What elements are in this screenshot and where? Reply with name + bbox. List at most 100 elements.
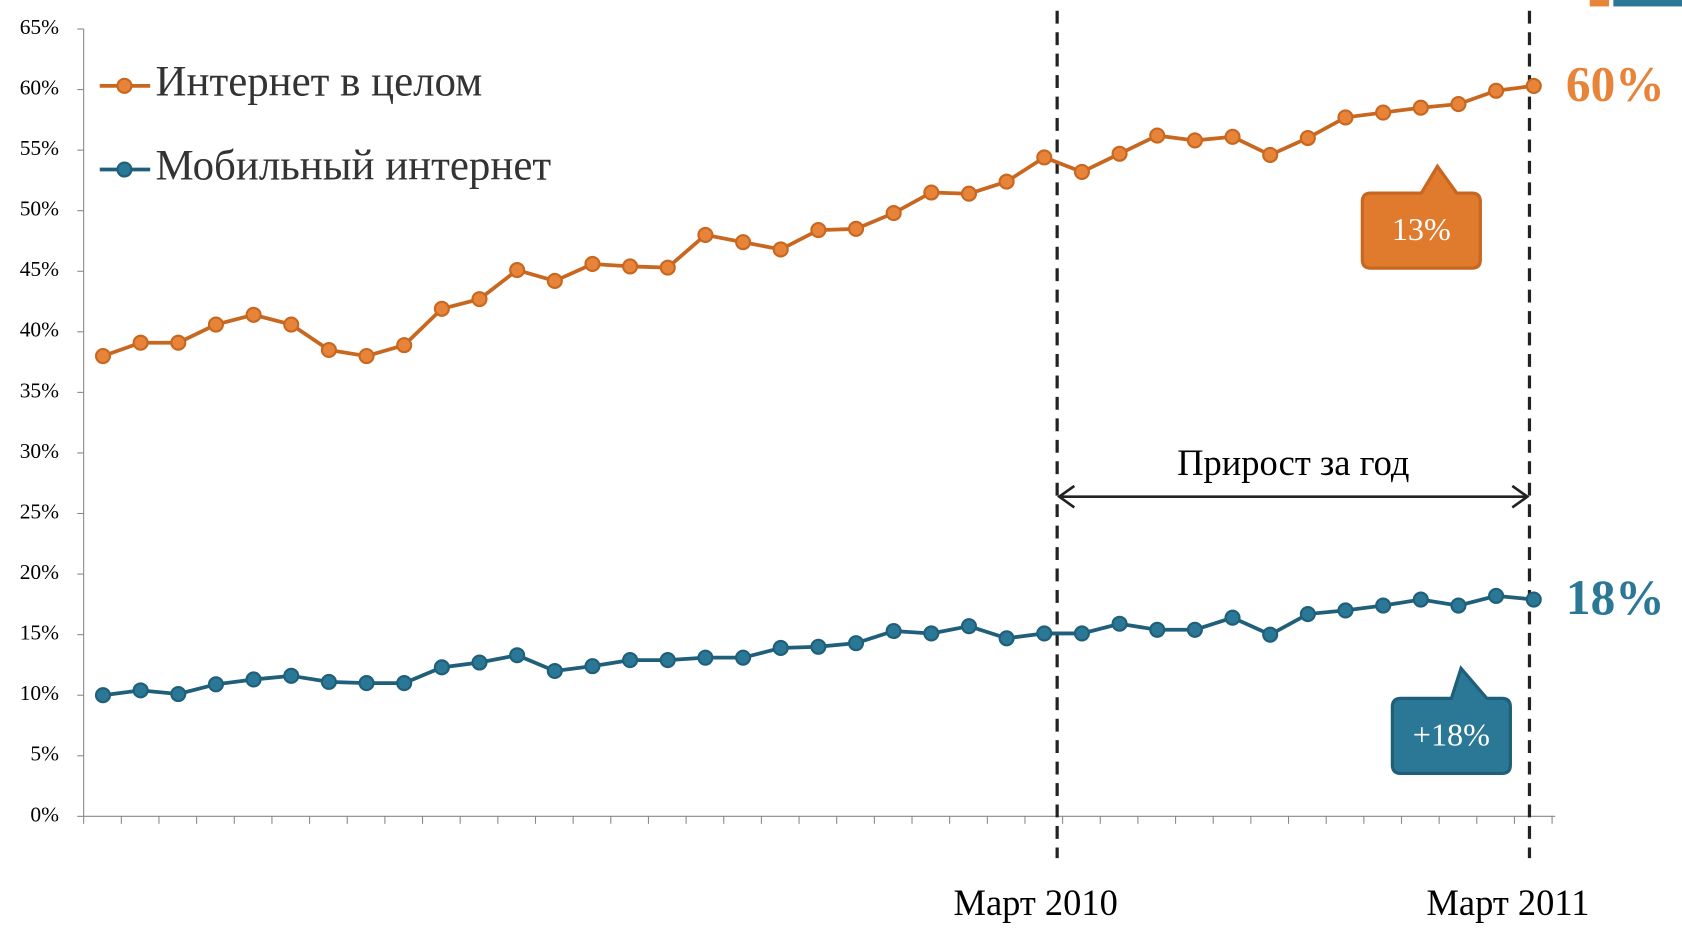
point [1375,597,1392,614]
y-tick-label: 45% [20,257,59,281]
point [1450,96,1467,113]
arrow-head [1511,484,1530,509]
legend-marker [116,161,133,178]
point [1488,587,1505,604]
point [697,226,714,243]
point [245,671,262,688]
point [810,638,827,655]
x-tick-label: Март 2011 [1426,883,1589,923]
point [998,630,1015,647]
point [1149,127,1166,144]
point [320,673,337,690]
point [509,261,526,279]
point [433,659,450,676]
point [320,341,337,359]
point [923,625,940,642]
point [471,291,488,308]
callout-box [1360,163,1482,270]
point [584,255,601,273]
y-tick-label: 10% [20,681,59,705]
legend-marker [116,77,133,94]
callout-label: +18% [1413,716,1490,752]
point [1525,77,1542,94]
point [1299,606,1316,623]
point [622,258,639,275]
point [94,687,112,704]
point [772,639,789,657]
point [1450,597,1467,614]
y-tick-label: 0% [30,802,59,826]
point [885,205,902,222]
y-tick-label: 60% [20,75,59,99]
point [960,618,978,635]
point [1149,621,1166,638]
point [471,654,488,671]
point [697,649,714,666]
corner-decor [1613,0,1682,7]
point [433,300,450,317]
point [960,185,978,202]
point [546,662,563,680]
end-label: 60% [1566,56,1665,111]
point [1111,615,1128,632]
point [998,173,1015,190]
point [509,647,526,664]
callout-label: 13% [1392,211,1451,247]
point [170,334,187,351]
corner-decor [1589,0,1610,7]
point [847,635,865,652]
span-label: Прирост за год [1177,443,1409,483]
series-line [102,84,1534,358]
point [1337,109,1354,126]
point [659,652,676,669]
point [132,334,149,351]
point [885,622,902,640]
point [396,337,413,354]
point [94,347,112,365]
point [1036,625,1053,642]
point [358,347,375,365]
point [207,676,224,693]
x-tick-label: Март 2010 [954,883,1118,923]
arrow-head [1056,484,1076,509]
y-tick-label: 65% [20,15,59,39]
legend-label: Мобильный интернет [156,142,552,189]
y-tick-label: 15% [20,621,59,645]
point [1186,621,1203,638]
y-tick-label: 50% [20,197,59,221]
point [358,675,375,692]
point [847,220,865,237]
y-tick-label: 55% [20,136,59,160]
point [283,316,300,333]
point [923,184,940,201]
point [1186,132,1203,149]
y-tick-label: 40% [20,318,59,342]
point [546,272,563,289]
point [396,675,413,692]
point [1375,104,1392,121]
point [1525,591,1542,608]
point [659,259,676,276]
y-tick-label: 20% [20,560,59,584]
point [735,649,752,666]
point [1224,128,1241,145]
point [207,316,224,333]
callout-box [1390,665,1512,776]
point [772,241,789,258]
point [810,222,827,239]
point [1337,602,1354,619]
end-label: 18% [1566,570,1665,625]
point [1073,163,1090,180]
y-tick-label: 30% [20,439,59,463]
point [1262,626,1279,643]
point [584,658,601,675]
point [1488,82,1505,99]
y-tick-label: 5% [30,742,59,766]
legend-label: Интернет в целом [156,59,483,106]
y-tick-label: 25% [20,499,59,523]
point [1412,591,1429,608]
point [1299,129,1316,147]
point [170,685,187,703]
